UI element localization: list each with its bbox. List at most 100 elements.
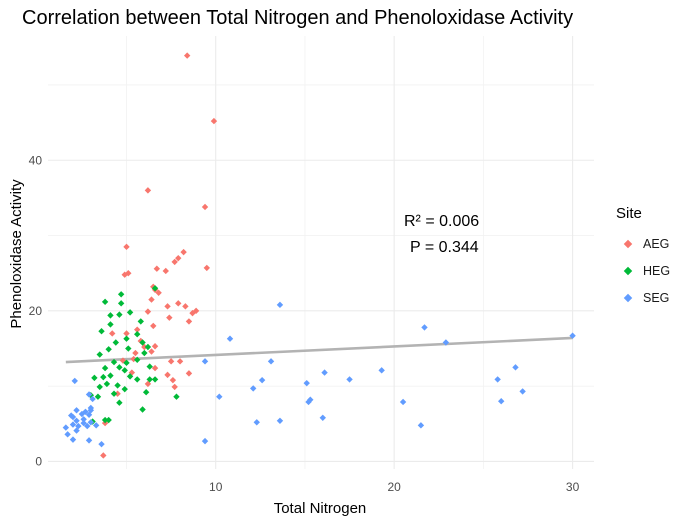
tick-labels: 10 20 30 0 20 40 — [29, 153, 580, 494]
chart-title: Correlation between Total Nitrogen and P… — [22, 7, 574, 29]
data-point-aeg — [164, 371, 171, 379]
data-point-seg — [258, 376, 266, 384]
data-point-aeg — [151, 343, 159, 350]
legend-label-aeg: AEG — [643, 236, 670, 251]
data-point-heg — [146, 376, 153, 383]
data-point-heg — [137, 318, 144, 325]
x-tick-label: 30 — [566, 480, 580, 494]
data-point-heg — [134, 356, 141, 364]
data-point-aeg — [100, 452, 107, 459]
legend-label-heg: HEG — [643, 263, 671, 278]
data-point-aeg — [114, 390, 121, 397]
data-point-seg — [226, 335, 234, 342]
data-point-seg — [494, 376, 501, 383]
data-point-seg — [73, 427, 80, 434]
data-point-aeg — [123, 330, 130, 337]
data-point-heg — [117, 291, 125, 298]
data-point-aeg — [144, 380, 152, 388]
p-value-annotation: P = 0.344 — [410, 239, 479, 256]
data-point-aeg — [164, 303, 171, 310]
data-point-seg — [75, 422, 82, 430]
data-point-seg — [73, 417, 80, 425]
data-point-seg — [92, 422, 100, 429]
data-point-heg — [91, 374, 98, 382]
data-point-seg — [62, 424, 70, 431]
data-point-seg — [85, 437, 93, 444]
data-point-heg — [126, 373, 134, 380]
data-point-aeg — [180, 248, 187, 256]
data-point-heg — [114, 382, 121, 389]
data-point-seg — [346, 376, 353, 383]
data-point-seg — [84, 422, 91, 430]
data-point-heg — [121, 385, 128, 393]
data-point-heg — [141, 349, 148, 357]
data-point-aeg — [185, 318, 193, 325]
data-point-seg — [267, 358, 275, 365]
data-point-heg — [173, 393, 180, 400]
data-point-seg — [442, 339, 450, 346]
data-point-aeg — [134, 326, 141, 333]
data-point-heg — [101, 364, 109, 372]
data-point-aeg — [148, 348, 155, 355]
legend-key-seg — [622, 292, 634, 304]
data-point-heg — [139, 339, 146, 346]
data-point-heg — [134, 376, 141, 383]
data-point-seg — [80, 419, 87, 427]
data-point-heg — [107, 372, 114, 379]
data-point-aeg — [201, 203, 209, 211]
data-point-aeg — [169, 376, 177, 384]
data-point-aeg — [155, 289, 162, 296]
data-point-seg — [303, 379, 310, 387]
data-point-seg — [73, 407, 80, 414]
data-point-seg — [71, 377, 78, 385]
data-point-heg — [112, 339, 120, 346]
data-point-heg — [134, 331, 141, 338]
data-point-seg — [378, 367, 385, 374]
data-point-heg — [117, 300, 125, 307]
data-point-aeg — [171, 258, 178, 266]
data-point-seg — [64, 431, 71, 438]
legend-title: Site — [616, 205, 642, 222]
legend-item-seg: SEG — [606, 284, 670, 311]
data-point-seg — [67, 412, 75, 419]
data-point-heg — [101, 298, 109, 306]
data-point-aeg — [203, 264, 211, 272]
data-point-seg — [421, 324, 428, 331]
data-point-aeg — [167, 358, 175, 365]
x-axis-label: Total Nitrogen — [274, 500, 367, 517]
data-point-aeg — [192, 307, 200, 315]
data-point-seg — [512, 364, 519, 371]
data-point-heg — [105, 416, 112, 424]
data-point-seg — [319, 414, 326, 421]
data-point-aeg — [175, 300, 182, 307]
x-tick-label: 10 — [209, 480, 223, 494]
data-point-seg — [569, 332, 576, 339]
data-point-aeg — [171, 383, 178, 391]
trend-line — [65, 336, 573, 364]
data-point-heg — [126, 309, 134, 316]
x-tick-label: 20 — [387, 480, 401, 494]
data-point-heg — [121, 367, 128, 374]
data-point-aeg — [153, 265, 161, 272]
legend-item-heg: HEG — [606, 257, 670, 284]
trend-line-group — [65, 336, 573, 364]
data-point-aeg — [166, 314, 173, 321]
data-point-heg — [94, 393, 102, 400]
data-point-heg — [98, 327, 105, 335]
data-point-aeg — [175, 254, 182, 262]
data-point-heg — [101, 416, 109, 424]
data-point-heg — [144, 343, 152, 351]
legend-key-heg — [622, 265, 634, 277]
legend: Site AEG HEG SEG — [606, 205, 670, 311]
data-point-aeg — [210, 117, 218, 125]
y-tick-label: 0 — [35, 454, 42, 468]
data-point-aeg — [150, 322, 157, 330]
data-point-heg — [110, 390, 118, 397]
data-point-heg — [100, 373, 107, 381]
data-point-heg — [107, 321, 114, 328]
data-point-seg — [305, 398, 312, 406]
data-point-heg — [116, 364, 123, 371]
data-point-seg — [276, 301, 284, 309]
legend-key-aeg — [622, 238, 634, 250]
